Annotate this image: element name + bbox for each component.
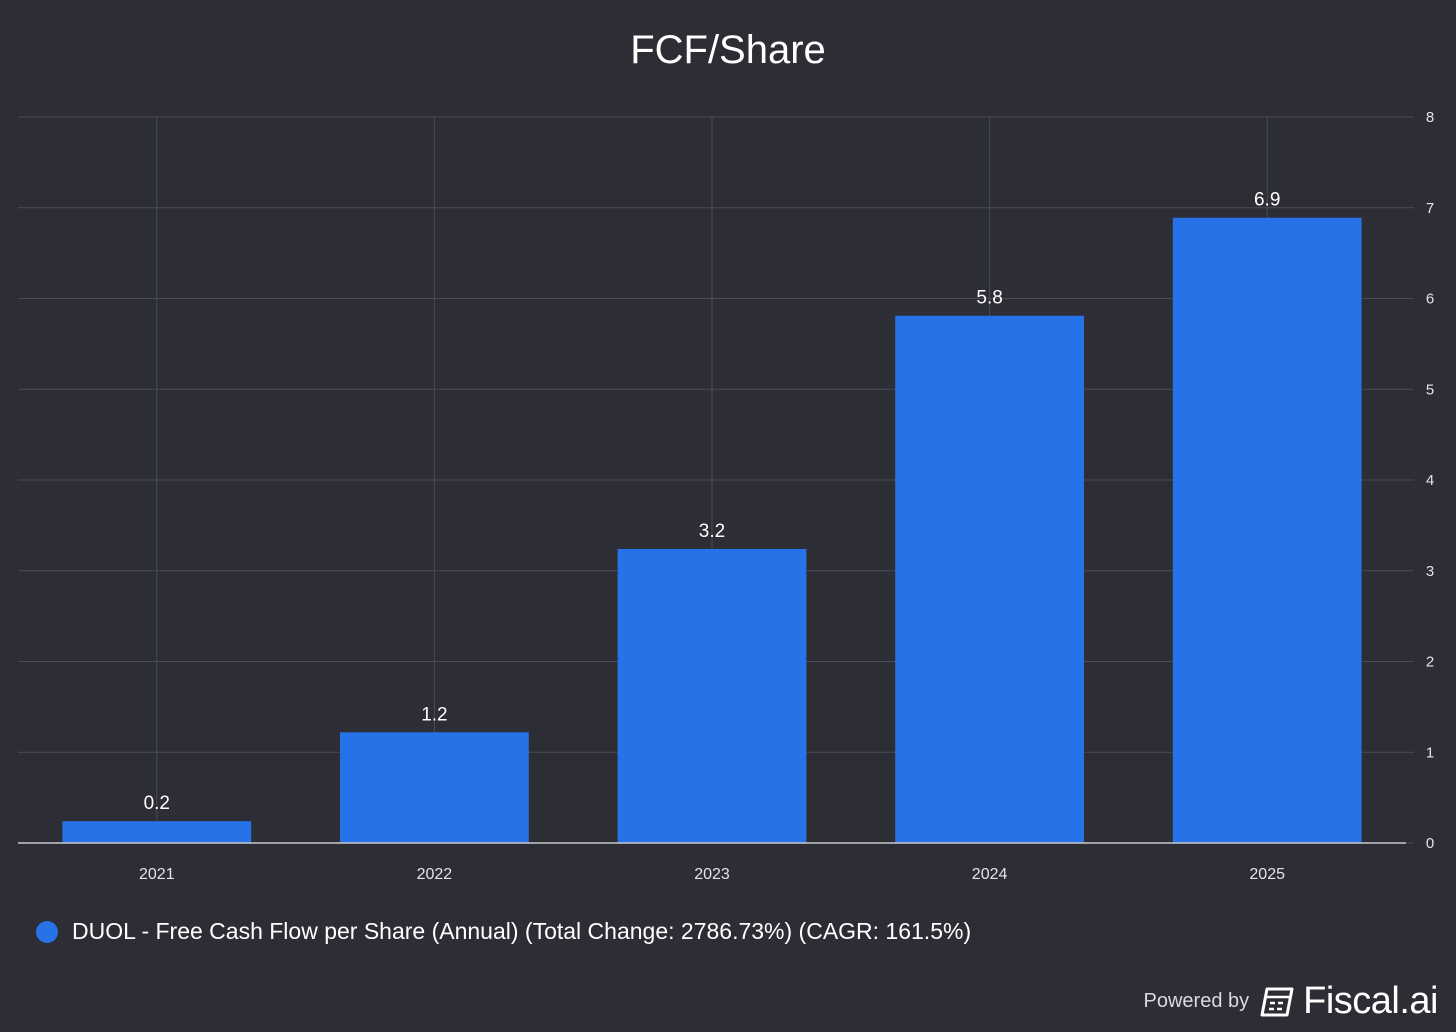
y-tick-label-0: 0 — [1426, 835, 1434, 852]
y-tick-label-8: 8 — [1426, 109, 1434, 126]
fiscal-logo-icon — [1260, 987, 1294, 1016]
legend[interactable]: DUOL - Free Cash Flow per Share (Annual)… — [36, 918, 971, 945]
data-label-2025: 6.9 — [1254, 190, 1280, 211]
data-label-2024: 5.8 — [976, 288, 1002, 309]
chart-title: FCF/Share — [630, 28, 826, 72]
y-tick-label-2: 2 — [1426, 654, 1434, 671]
legend-marker — [36, 920, 58, 943]
y-tick-label-3: 3 — [1426, 563, 1434, 580]
bars — [62, 217, 1362, 844]
data-label-2023: 3.2 — [699, 521, 725, 542]
bar-2021 — [62, 821, 252, 843]
y-tick-label-4: 4 — [1426, 472, 1434, 489]
y-tick-label-6: 6 — [1426, 291, 1434, 308]
bar-2023 — [617, 548, 807, 843]
data-label-2022: 1.2 — [421, 704, 447, 725]
x-tick-label-2024: 2024 — [972, 866, 1008, 883]
x-tick-label-2025: 2025 — [1249, 866, 1285, 883]
legend-label: DUOL - Free Cash Flow per Share (Annual)… — [72, 918, 972, 944]
fiscal-logo-text: Fiscal.ai — [1303, 980, 1438, 1022]
y-tick-label-1: 1 — [1426, 744, 1434, 761]
bar-2024 — [895, 315, 1084, 843]
powered-by-brand[interactable]: Powered by Fiscal.ai — [1144, 980, 1439, 1023]
y-tick-label-5: 5 — [1426, 381, 1434, 398]
x-tick-label-2021: 2021 — [139, 866, 175, 883]
bar-2025 — [1172, 217, 1362, 844]
powered-by-text: Powered by — [1143, 990, 1250, 1012]
x-tick-label-2022: 2022 — [417, 866, 453, 883]
data-label-2021: 0.2 — [144, 793, 170, 814]
y-tick-label-7: 7 — [1426, 200, 1434, 217]
labels: 0 1 2 3 4 5 6 7 8 0.2 2021 1.2 2022 3.2 2023 5.8 2024 6.9… — [139, 109, 1434, 883]
x-tick-label-2023: 2023 — [694, 866, 730, 883]
bar-2022 — [340, 732, 529, 843]
